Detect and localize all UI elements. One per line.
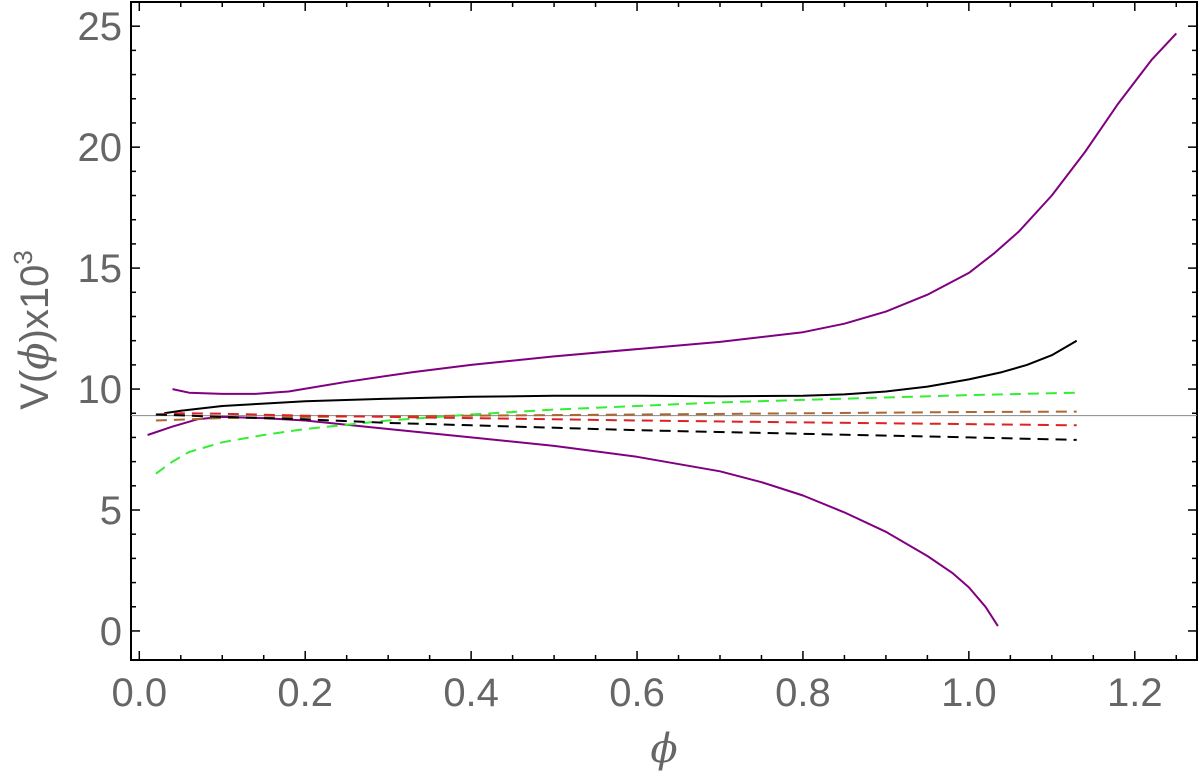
y-axis-title-exponent: 3 xyxy=(8,250,38,264)
y-tick-label: 10 xyxy=(78,368,123,412)
plot-frame xyxy=(130,1,1198,661)
y-axis-title-symbol: ϕ xyxy=(12,343,58,370)
y-tick-label: 5 xyxy=(100,489,122,533)
x-tick-label: 0.0 xyxy=(111,671,167,715)
x-tick-label: 0.2 xyxy=(277,671,333,715)
tick-marks xyxy=(131,2,1197,660)
x-tick-label: 0.8 xyxy=(775,671,831,715)
y-tick-label: 15 xyxy=(78,247,123,291)
y-tick-label: 0 xyxy=(100,610,122,654)
y-axis-title-base: V( xyxy=(13,369,57,410)
x-tick-label: 0.6 xyxy=(609,671,665,715)
x-axis-title: ϕ xyxy=(650,726,677,772)
series-line-6 xyxy=(155,412,1077,427)
series-line-4 xyxy=(155,391,1077,475)
series-line-3 xyxy=(164,339,1078,415)
series-line-7 xyxy=(155,413,1077,441)
series-group xyxy=(147,32,1178,627)
y-tick-labels: 0 5 10 15 20 25 xyxy=(78,5,123,654)
x-tick-label: 1.2 xyxy=(1107,671,1163,715)
series-line-2 xyxy=(147,415,999,627)
series-line-1 xyxy=(172,32,1178,395)
x-tick-label: 0.4 xyxy=(443,671,499,715)
x-tick-labels: 0.0 0.2 0.4 0.6 0.8 1.0 1.2 xyxy=(111,671,1162,715)
x-tick-label: 1.0 xyxy=(941,671,997,715)
y-tick-label: 20 xyxy=(78,126,123,170)
y-axis-title: V(ϕ)x103 xyxy=(8,250,58,410)
y-axis-title-after: )x10 xyxy=(13,265,57,343)
y-tick-label: 25 xyxy=(78,5,123,49)
